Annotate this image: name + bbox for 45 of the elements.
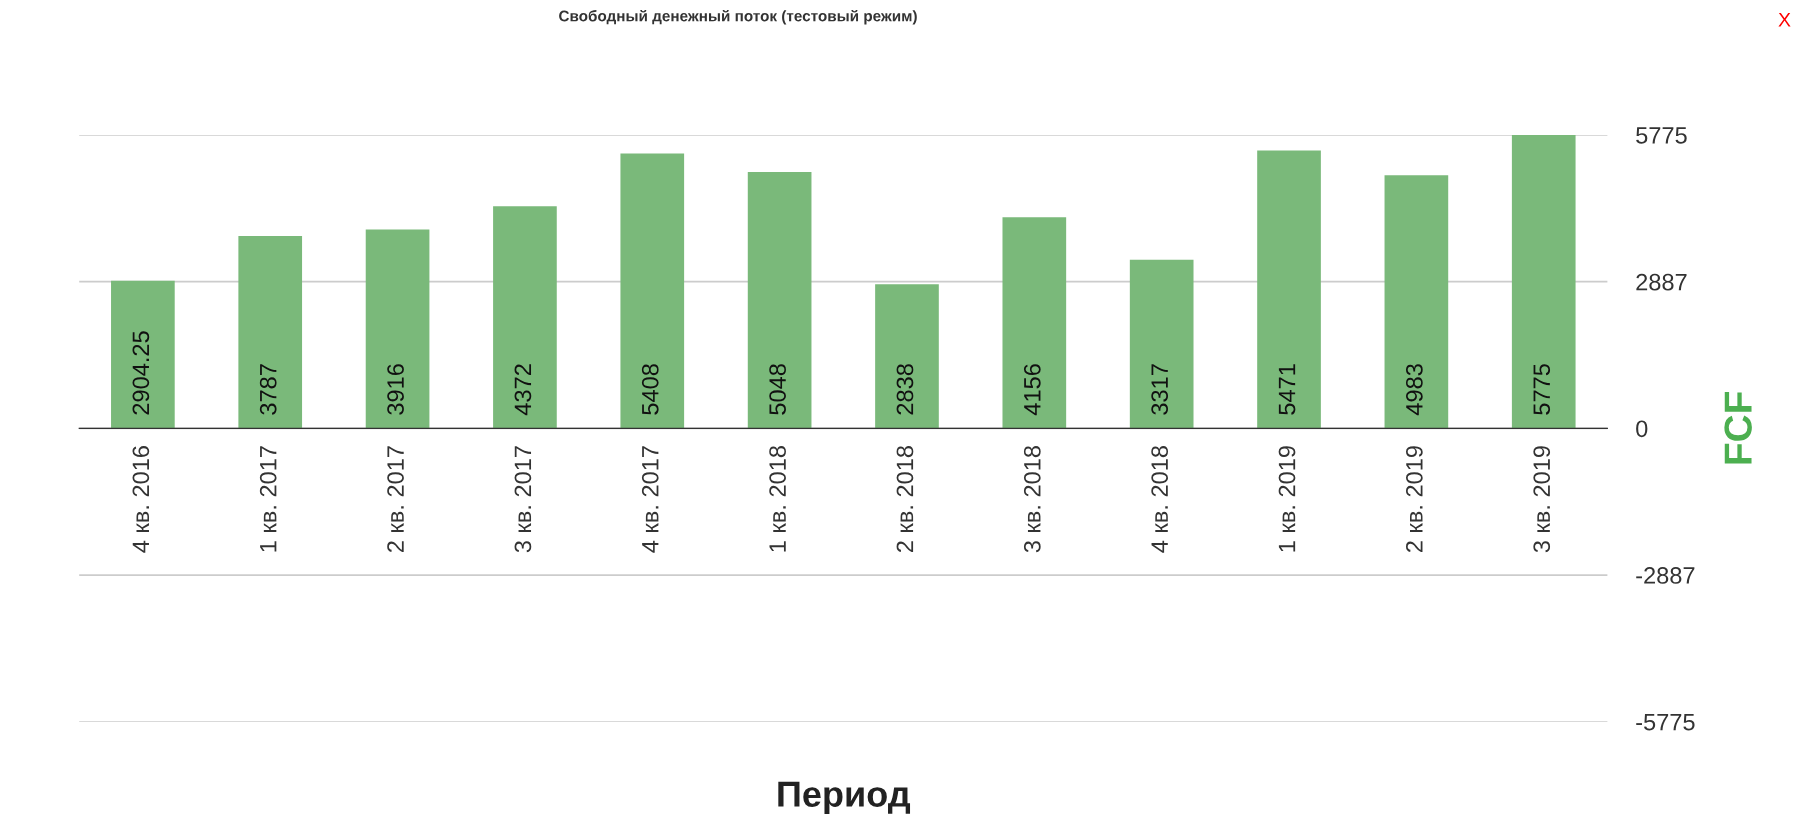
x-tick-label: 1 кв. 2019 [1278,446,1296,552]
x-tick-label: 4 кв. 2016 [132,446,150,553]
data-label: 3916 [387,364,404,415]
y-tick-label: 2887 [1636,273,1687,291]
bar [1002,217,1067,429]
bar [493,206,557,429]
x-tick-label: 3 кв. 2018 [1023,446,1041,553]
bar [365,229,430,429]
y-tick-label: 0 [1636,420,1648,438]
bar [1384,175,1449,429]
data-label: 4156 [1023,364,1041,416]
y-axis-title: FCF [1724,392,1752,464]
data-label: 3317 [1151,364,1169,415]
bar [1257,150,1321,429]
bar [238,235,303,429]
y-tick-label: 5775 [1636,127,1687,144]
text: X [1778,13,1791,27]
bar [875,284,939,429]
data-label: 5408 [641,364,659,415]
bar [1511,134,1576,429]
bar [620,153,685,429]
x-tick-label: 2 кв. 2018 [896,446,914,553]
data-label: 2838 [896,364,914,415]
x-tick-label: 2 кв. 2019 [1405,446,1423,553]
x-tick-label: 3 кв. 2019 [1533,446,1551,553]
x-tick-label: 1 кв. 2017 [259,446,277,552]
data-label: 5471 [1278,364,1296,415]
x-tick-label: 4 кв. 2017 [641,446,659,553]
data-label: 4983 [1405,364,1423,416]
x-tick-label: 2 кв. 2017 [387,446,404,553]
x-tick-label: 1 кв. 2018 [769,446,786,552]
y-tick-label: -5775 [1636,714,1695,731]
data-label: 4372 [514,364,532,416]
data-label: 3787 [259,364,277,415]
chart-title: Свободный денежный поток (тестовый режим) [559,9,917,25]
data-label: 5775 [1533,364,1551,415]
bar [747,171,812,429]
bar [111,280,175,429]
x-tick-label: 4 кв. 2018 [1151,446,1169,553]
data-label: 5048 [769,364,786,415]
bar [1129,259,1194,429]
data-label: 2904.25 [132,331,150,415]
x-tick-label: 3 кв. 2017 [514,446,532,553]
x-axis-title: Период [778,781,911,815]
y-tick-label: -2887 [1636,567,1695,584]
